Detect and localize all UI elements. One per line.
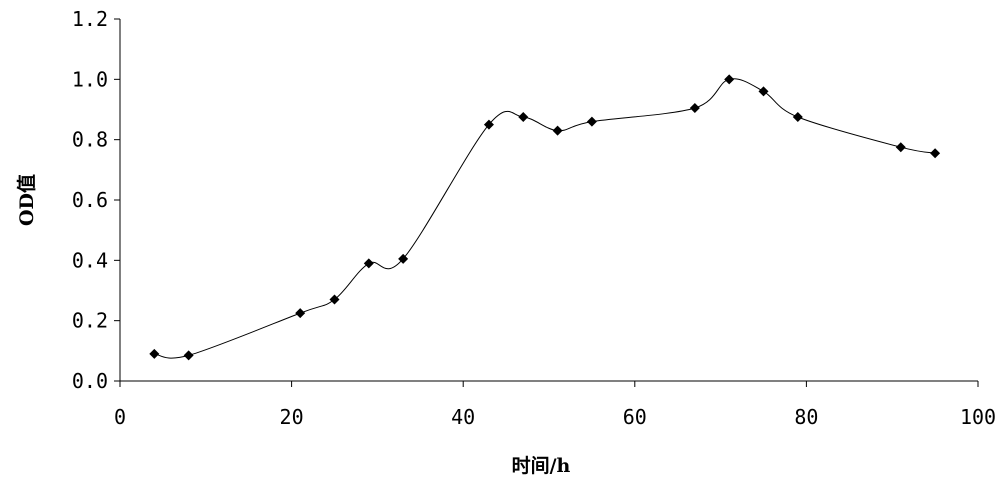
y-tick-label: 1.2	[72, 7, 108, 31]
data-point-marker	[295, 308, 306, 319]
y-tick-label: 0.0	[72, 369, 108, 393]
x-axis-label: 时间/h	[512, 455, 571, 477]
data-point-marker	[895, 142, 906, 153]
data-point-marker	[398, 253, 409, 264]
data-point-marker	[518, 112, 529, 123]
data-point-marker	[149, 348, 160, 359]
data-point-marker	[758, 86, 769, 97]
series-markers	[149, 74, 941, 361]
y-tick-label: 0.6	[72, 188, 108, 212]
x-axis-ticks: 0 20 40 60 80 100	[114, 381, 996, 429]
y-axis-ticks: 0.0 0.2 0.4 0.6 0.8 1.0 1.2	[72, 7, 120, 393]
data-point-marker	[724, 74, 735, 85]
data-point-marker	[689, 102, 700, 113]
data-point-marker	[792, 112, 803, 123]
y-axis-label: OD值	[15, 174, 38, 226]
y-tick-label: 0.2	[72, 309, 108, 333]
data-point-marker	[183, 350, 194, 361]
x-tick-label: 80	[794, 405, 818, 429]
data-point-marker	[930, 148, 941, 159]
data-point-marker	[552, 125, 563, 136]
y-tick-label: 0.4	[72, 248, 108, 272]
x-tick-label: 40	[451, 405, 475, 429]
data-point-marker	[586, 116, 597, 127]
x-tick-label: 20	[280, 405, 304, 429]
y-tick-label: 1.0	[72, 67, 108, 91]
series-line	[154, 78, 936, 359]
x-tick-label: 60	[623, 405, 647, 429]
data-point-marker	[483, 119, 494, 130]
data-point-marker	[329, 294, 340, 305]
y-tick-label: 0.8	[72, 128, 108, 152]
plot-area: 0.0 0.2 0.4 0.6 0.8 1.0 1.2 0 20 40 60 80 100	[72, 7, 996, 429]
data-point-marker	[363, 258, 374, 269]
x-tick-label: 0	[114, 405, 126, 429]
x-tick-label: 100	[960, 405, 996, 429]
